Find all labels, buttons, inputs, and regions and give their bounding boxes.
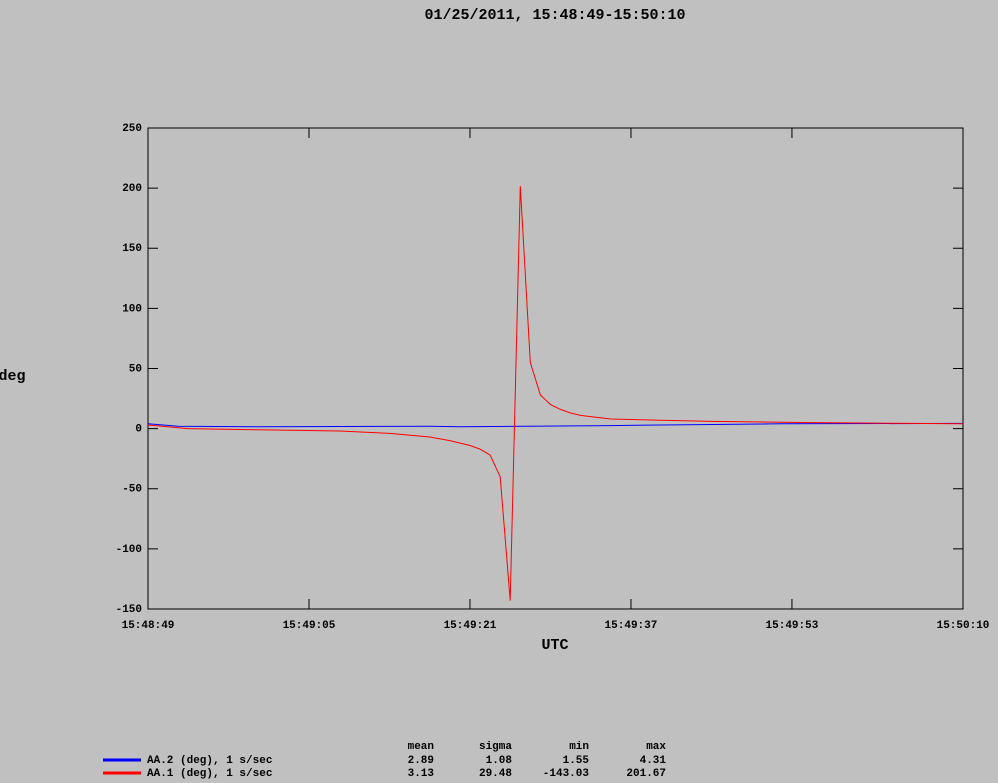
x-tick-label: 15:49:21 [444, 620, 497, 632]
stat-header: min [569, 741, 589, 753]
chart-title: 01/25/2011, 15:48:49-15:50:10 [424, 7, 685, 24]
stat-value: 1.55 [563, 755, 590, 767]
y-tick-label: -100 [116, 544, 142, 556]
stat-value: 1.08 [486, 755, 513, 767]
series-line [147, 186, 964, 601]
y-tick-label: 250 [122, 123, 142, 135]
stat-header: mean [408, 741, 434, 753]
x-axis-label: UTC [541, 637, 568, 654]
x-tick-label: 15:50:10 [937, 620, 990, 632]
legend-label: AA.1 (deg), 1 s/sec [147, 768, 272, 780]
stat-value: 4.31 [640, 755, 667, 767]
y-tick-label: 100 [122, 303, 142, 315]
stat-value: 3.13 [408, 768, 435, 780]
x-tick-label: 15:49:37 [605, 620, 658, 632]
y-tick-label: 50 [129, 363, 142, 375]
stat-value: 29.48 [479, 768, 512, 780]
y-tick-label: -50 [122, 484, 142, 496]
stat-value: 2.89 [408, 755, 434, 767]
y-axis-label: deg [0, 368, 26, 385]
stat-header: max [646, 741, 666, 753]
stat-header: sigma [479, 741, 512, 753]
stat-value: -143.03 [543, 768, 590, 780]
y-tick-label: 0 [135, 424, 142, 436]
y-tick-label: -150 [116, 604, 142, 616]
x-tick-label: 15:49:05 [283, 620, 336, 632]
stat-value: 201.67 [626, 768, 666, 780]
y-tick-label: 150 [122, 243, 142, 255]
x-tick-label: 15:49:53 [766, 620, 819, 632]
series-line [147, 422, 964, 428]
x-tick-label: 15:48:49 [122, 620, 175, 632]
legend-label: AA.2 (deg), 1 s/sec [147, 755, 272, 767]
y-tick-label: 200 [122, 183, 142, 195]
